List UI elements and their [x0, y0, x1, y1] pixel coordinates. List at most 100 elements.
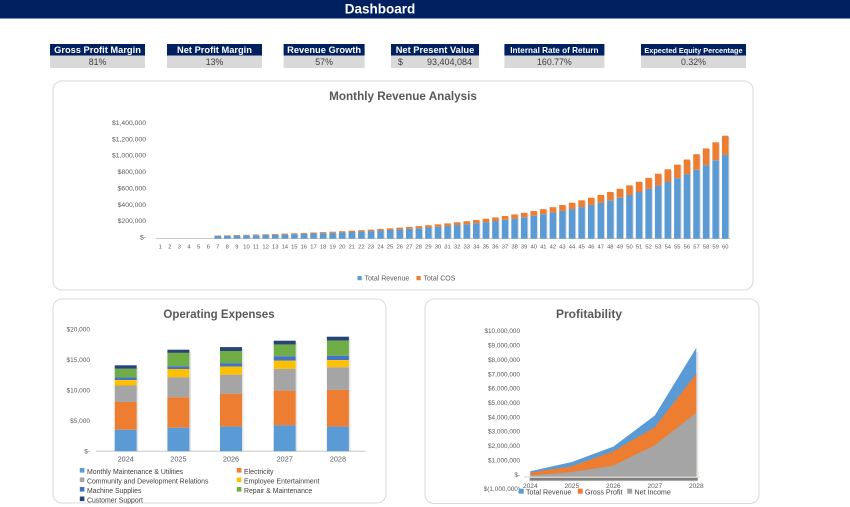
svg-text:Machine Supplies: Machine Supplies [87, 488, 142, 495]
svg-text:32: 32 [454, 245, 460, 251]
svg-text:50: 50 [626, 245, 632, 251]
svg-text:45: 45 [578, 245, 584, 251]
svg-text:44: 44 [569, 245, 576, 251]
svg-text:58: 58 [703, 245, 709, 251]
svg-text:$2,000,000: $2,000,000 [488, 443, 520, 450]
svg-text:2027: 2027 [277, 455, 293, 464]
svg-text:Monthly Revenue Analysis: Monthly Revenue Analysis [329, 90, 477, 103]
svg-text:2026: 2026 [223, 455, 239, 464]
svg-text:19: 19 [329, 245, 335, 251]
svg-text:12: 12 [262, 245, 268, 251]
svg-text:$7,000,000: $7,000,000 [488, 371, 520, 378]
svg-text:2028: 2028 [330, 455, 346, 464]
svg-text:Net Profit Margin: Net Profit Margin [177, 45, 252, 55]
svg-text:14: 14 [282, 245, 289, 251]
svg-text:$5,000,000: $5,000,000 [488, 400, 520, 407]
svg-text:Electricity: Electricity [244, 469, 274, 476]
svg-text:46: 46 [588, 245, 594, 251]
svg-text:2028: 2028 [689, 483, 704, 490]
svg-text:25: 25 [387, 245, 393, 251]
svg-text:$5,000: $5,000 [70, 418, 90, 425]
svg-text:2: 2 [168, 245, 171, 251]
svg-text:1: 1 [159, 245, 162, 251]
svg-text:56: 56 [684, 245, 690, 251]
svg-text:Operating Expenses: Operating Expenses [163, 309, 274, 321]
svg-text:31: 31 [444, 245, 450, 251]
svg-text:28: 28 [416, 245, 422, 251]
svg-text:16: 16 [301, 245, 307, 251]
svg-text:Community and Development Rela: Community and Development Relations [87, 479, 209, 486]
svg-text:160.77%: 160.77% [537, 57, 572, 67]
svg-text:Monthly Maintenance & Utilitie: Monthly Maintenance & Utilities [87, 469, 184, 476]
svg-text:30: 30 [435, 245, 441, 251]
svg-text:29: 29 [425, 245, 431, 251]
svg-text:Total COS: Total COS [424, 276, 456, 283]
svg-text:$1,000,000: $1,000,000 [488, 457, 520, 464]
svg-text:Total Revenue: Total Revenue [526, 489, 571, 497]
svg-text:60: 60 [722, 245, 728, 251]
svg-text:36: 36 [492, 245, 498, 251]
svg-text:8: 8 [226, 245, 229, 251]
svg-text:$20,000: $20,000 [67, 327, 91, 334]
svg-text:38: 38 [511, 245, 517, 251]
svg-text:$200,000: $200,000 [118, 218, 147, 225]
svg-text:93,404,084: 93,404,084 [427, 57, 472, 67]
svg-text:$1,400,000: $1,400,000 [112, 120, 146, 127]
svg-text:81%: 81% [89, 57, 107, 67]
svg-text:Repair & Maintenance: Repair & Maintenance [244, 488, 312, 495]
svg-text:2026: 2026 [606, 483, 621, 490]
svg-text:57: 57 [693, 245, 699, 251]
svg-text:52: 52 [645, 245, 651, 251]
svg-text:40: 40 [530, 245, 536, 251]
svg-text:27: 27 [406, 245, 412, 251]
svg-text:23: 23 [368, 245, 374, 251]
svg-text:47: 47 [597, 245, 603, 251]
svg-text:59: 59 [712, 245, 718, 251]
svg-text:2025: 2025 [564, 483, 579, 490]
svg-text:Total Revenue: Total Revenue [365, 276, 410, 283]
svg-text:57%: 57% [315, 57, 333, 67]
svg-text:$: $ [398, 57, 403, 67]
svg-text:Internal Rate of Return: Internal Rate of Return [510, 46, 598, 55]
svg-text:0.32%: 0.32% [681, 57, 706, 67]
svg-text:$800,000: $800,000 [118, 169, 147, 176]
svg-text:$9,000,000: $9,000,000 [488, 343, 520, 350]
svg-text:15: 15 [291, 245, 297, 251]
svg-text:55: 55 [674, 245, 680, 251]
svg-text:Dashboard: Dashboard [345, 2, 416, 17]
svg-text:2024: 2024 [118, 455, 134, 464]
svg-text:Customer Support: Customer Support [87, 498, 143, 505]
svg-text:37: 37 [502, 245, 508, 251]
svg-text:22: 22 [358, 245, 364, 251]
svg-text:41: 41 [540, 245, 546, 251]
svg-text:Gross Profit: Gross Profit [585, 489, 622, 497]
svg-text:$1,200,000: $1,200,000 [112, 136, 146, 143]
svg-text:$4,000,000: $4,000,000 [488, 414, 520, 421]
svg-text:6: 6 [207, 245, 210, 251]
svg-text:35: 35 [483, 245, 489, 251]
svg-text:26: 26 [396, 245, 402, 251]
svg-text:$600,000: $600,000 [118, 186, 147, 193]
svg-text:Net Income: Net Income [635, 489, 671, 497]
svg-text:$400,000: $400,000 [118, 202, 147, 209]
svg-text:2027: 2027 [647, 483, 662, 490]
svg-text:3: 3 [178, 245, 181, 251]
svg-text:20: 20 [339, 245, 345, 251]
svg-text:43: 43 [559, 245, 565, 251]
svg-text:$(1,000,000): $(1,000,000) [484, 486, 520, 493]
svg-text:$-: $- [84, 449, 90, 456]
svg-text:Profitability: Profitability [556, 307, 622, 321]
svg-text:7: 7 [216, 245, 219, 251]
svg-text:11: 11 [253, 245, 259, 251]
svg-text:10: 10 [243, 245, 249, 251]
svg-text:39: 39 [521, 245, 527, 251]
svg-text:34: 34 [473, 245, 480, 251]
svg-text:2024: 2024 [523, 483, 538, 490]
svg-text:Employee Entertainment: Employee Entertainment [244, 479, 320, 486]
svg-text:4: 4 [187, 245, 191, 251]
svg-text:Revenue Growth: Revenue Growth [287, 45, 361, 55]
svg-text:$10,000: $10,000 [67, 388, 91, 395]
svg-text:$15,000: $15,000 [67, 357, 91, 364]
svg-text:Expected Equity Percentage: Expected Equity Percentage [644, 46, 742, 55]
svg-text:51: 51 [636, 245, 642, 251]
